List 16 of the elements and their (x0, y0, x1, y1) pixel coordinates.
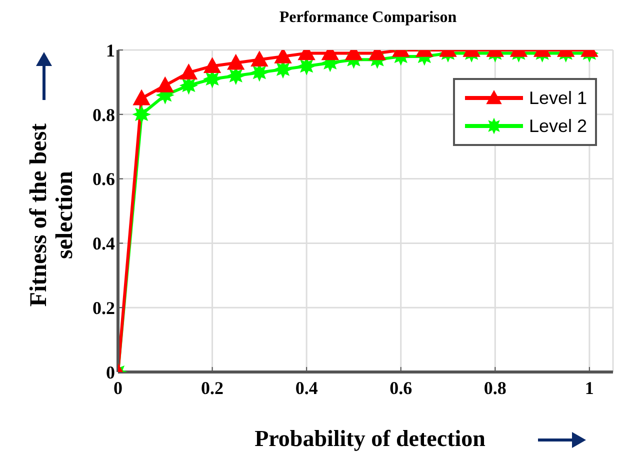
x-tick-label: 0.8 (484, 378, 506, 398)
y-axis-title: Fitness of the best selection (26, 123, 78, 307)
x-axis-title: Probability of detection (254, 426, 486, 451)
y-tick-label: 0.4 (92, 234, 115, 254)
x-tick-label: 1 (584, 378, 594, 398)
y-tick-label: 0 (106, 362, 115, 382)
y-tick-label: 0.8 (92, 104, 115, 125)
y-tick-label: 0.6 (92, 169, 115, 190)
x-tick-label: 0.4 (295, 378, 318, 398)
chart-title: Performance Comparison (279, 9, 457, 26)
y-tick-label: 0.2 (92, 298, 115, 318)
x-tick-label: 0.6 (390, 378, 412, 398)
legend-label: Level 1 (528, 88, 587, 108)
x-tick-label: 0.2 (201, 378, 224, 398)
y-tick-label: 1 (106, 40, 115, 60)
legend-label: Level 2 (528, 116, 587, 136)
